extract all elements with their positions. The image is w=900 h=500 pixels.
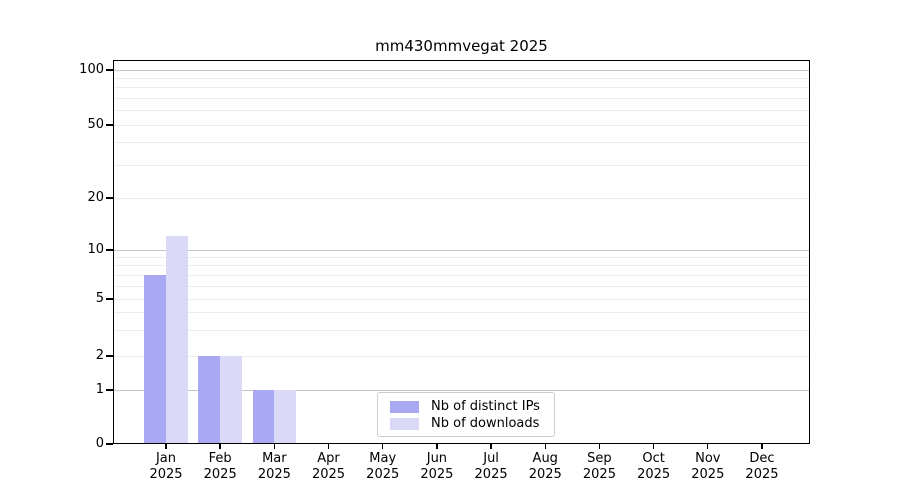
minor-gridline (114, 298, 809, 300)
legend-swatch-downloads (390, 417, 419, 430)
minor-gridline (114, 330, 809, 332)
y-tick-mark (106, 124, 113, 126)
bar-downloads (166, 236, 188, 444)
y-tick-label: 20 (87, 190, 104, 205)
x-tick-mark (436, 444, 438, 449)
y-tick-label: 50 (87, 117, 104, 132)
y-tick-mark (106, 443, 113, 445)
x-tick-month: May (369, 451, 397, 466)
x-tick-year: 2025 (691, 467, 725, 482)
x-tick-label: Sep 2025 (569, 451, 629, 483)
y-tick-label: 100 (79, 62, 104, 77)
minor-gridline (114, 197, 809, 199)
legend-row-distinct-ips: Nb of distinct IPs (390, 398, 546, 415)
x-tick-month: Feb (208, 451, 232, 466)
minor-gridline (114, 165, 809, 167)
x-tick-year: 2025 (420, 467, 454, 482)
minor-gridline (114, 124, 809, 126)
bar-distinct-ips (144, 275, 166, 444)
minor-gridline (114, 285, 809, 287)
y-tick-mark (106, 355, 113, 357)
legend-swatch-distinct-ips (390, 400, 419, 413)
x-tick-year: 2025 (528, 467, 562, 482)
x-tick-label: May 2025 (353, 451, 413, 483)
minor-gridline (114, 265, 809, 267)
x-tick-year: 2025 (745, 467, 779, 482)
x-tick-year: 2025 (582, 467, 616, 482)
x-tick-month: Sep (587, 451, 612, 466)
x-tick-month: Jun (426, 451, 448, 466)
x-tick-mark (327, 444, 330, 449)
y-tick-label: 1 (95, 382, 104, 397)
x-tick-month: Mar (262, 451, 287, 466)
x-tick-month: Nov (695, 451, 721, 466)
x-tick-label: Apr 2025 (299, 451, 359, 483)
x-tick-mark (165, 444, 167, 449)
x-tick-mark (544, 444, 546, 449)
x-tick-month: Jan (155, 451, 177, 466)
x-tick-label: Feb 2025 (190, 451, 250, 483)
y-tick-label: 0 (95, 436, 104, 451)
minor-gridline (114, 87, 809, 89)
bar-downloads (274, 390, 297, 444)
x-tick-mark (382, 444, 384, 449)
x-tick-mark (219, 444, 221, 449)
y-tick-label: 2 (95, 348, 104, 363)
y-tick-label: 5 (95, 291, 104, 306)
minor-gridline (114, 256, 809, 258)
y-tick-mark (106, 389, 113, 391)
x-tick-label: Mar 2025 (244, 451, 304, 483)
x-tick-year: 2025 (474, 467, 508, 482)
minor-gridline (114, 142, 809, 144)
bar-downloads (220, 356, 242, 444)
minor-gridline (114, 355, 809, 357)
x-tick-label: Dec 2025 (732, 451, 792, 483)
major-gridline (114, 69, 809, 71)
x-tick-month: Jul (483, 451, 499, 466)
x-tick-month: Oct (642, 451, 665, 466)
minor-gridline (114, 110, 809, 112)
y-tick-mark (106, 69, 113, 71)
x-tick-mark (707, 444, 709, 449)
x-tick-label: Jan 2025 (136, 451, 196, 483)
x-tick-year: 2025 (257, 467, 291, 482)
minor-gridline (114, 274, 809, 276)
minor-gridline (114, 97, 809, 99)
major-gridline (114, 249, 809, 251)
y-tick-label: 10 (87, 242, 104, 257)
legend-row-downloads: Nb of downloads (390, 415, 546, 432)
minor-gridline (114, 77, 809, 79)
x-tick-month: Apr (317, 451, 340, 466)
x-tick-mark (273, 444, 276, 449)
major-gridline (114, 389, 809, 391)
x-tick-label: Jun 2025 (407, 451, 467, 483)
chart-title: mm430mmvegat 2025 (375, 37, 548, 55)
legend-label-distinct-ips: Nb of distinct IPs (431, 399, 540, 414)
minor-gridline (114, 312, 809, 314)
legend: Nb of distinct IPs Nb of downloads (377, 392, 555, 437)
x-tick-label: Oct 2025 (624, 451, 684, 483)
x-tick-mark (598, 444, 601, 449)
y-tick-mark (106, 197, 113, 199)
legend-label-downloads: Nb of downloads (431, 416, 540, 431)
x-tick-label: Jul 2025 (461, 451, 521, 483)
y-tick-mark (106, 249, 113, 251)
x-tick-year: 2025 (366, 467, 400, 482)
x-tick-year: 2025 (203, 467, 237, 482)
x-tick-year: 2025 (311, 467, 346, 482)
x-tick-mark (652, 444, 655, 449)
bar-distinct-ips (252, 390, 275, 444)
x-tick-month: Aug (532, 451, 558, 466)
x-tick-label: Aug 2025 (515, 451, 575, 483)
y-tick-mark (106, 298, 113, 300)
x-tick-year: 2025 (637, 467, 671, 482)
x-tick-month: Dec (749, 451, 775, 466)
x-tick-label: Nov 2025 (678, 451, 738, 483)
bar-distinct-ips (198, 356, 221, 444)
x-tick-mark (490, 444, 492, 449)
x-tick-mark (761, 444, 763, 449)
x-tick-year: 2025 (149, 467, 183, 482)
